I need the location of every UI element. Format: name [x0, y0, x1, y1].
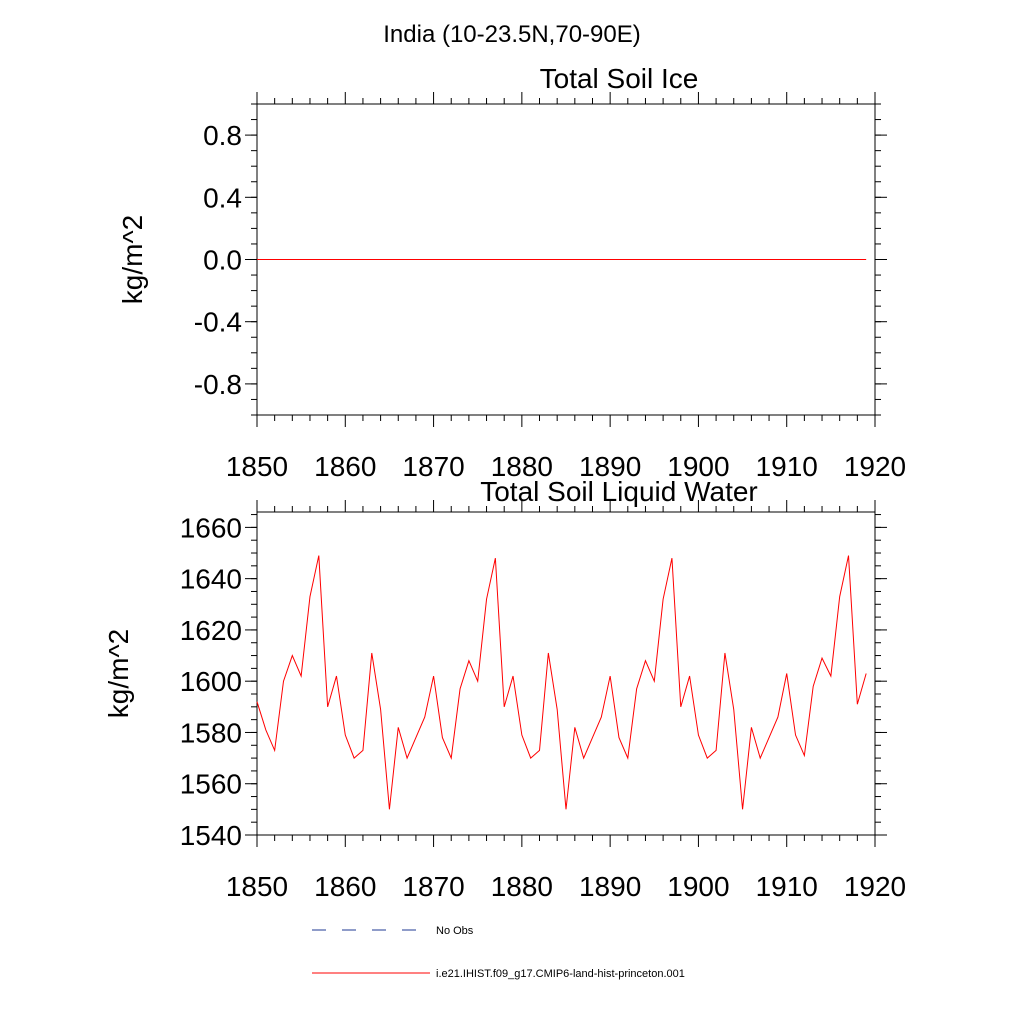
y-tick-label: 1540	[180, 820, 242, 851]
chart-title: Total Soil Liquid Water	[480, 476, 758, 507]
y-tick-label: -0.8	[194, 369, 242, 400]
x-tick-label: 1870	[402, 451, 464, 482]
y-tick-label: 1640	[180, 564, 242, 595]
y-tick-label: 1580	[180, 717, 242, 748]
x-tick-label: 1920	[844, 451, 906, 482]
chart-total-soil-liquid-water: Total Soil Liquid Water kg/m^2 1850 1860 187…	[103, 476, 906, 902]
x-tick-label: 1880	[491, 451, 553, 482]
y-tick-label: 1660	[180, 512, 242, 543]
legend-label-no-obs: No Obs	[436, 925, 474, 937]
series-line-model	[256, 555, 867, 810]
x-tick-label: 1910	[756, 451, 818, 482]
x-tick-label: 1850	[226, 871, 288, 902]
x-tick-label: 1890	[579, 451, 641, 482]
x-tick-label: 1900	[667, 871, 729, 902]
x-tick-label: 1870	[402, 871, 464, 902]
y-tick-label: 1620	[180, 615, 242, 646]
legend: No Obs i.e21.IHIST.f09_g17.CMIP6-land-hi…	[312, 925, 685, 980]
y-axis-label: kg/m^2	[103, 629, 134, 718]
x-tick-label: 1910	[756, 871, 818, 902]
y-axis-label: kg/m^2	[117, 215, 148, 304]
y-tick-label: 0.4	[203, 182, 242, 213]
x-tick-label: 1880	[491, 871, 553, 902]
region-title: India (10-23.5N,70-90E)	[383, 21, 640, 48]
y-tick-label: 0.0	[203, 245, 242, 276]
y-tick-label: 1560	[180, 769, 242, 800]
x-tick-label: 1860	[314, 871, 376, 902]
x-tick-label: 1920	[844, 871, 906, 902]
y-tick-label: 0.8	[203, 120, 242, 151]
plot-frame	[256, 511, 876, 836]
y-tick-label: -0.4	[194, 307, 242, 338]
x-tick-label: 1900	[667, 451, 729, 482]
chart-total-soil-ice: Total Soil Ice kg/m^2 1850 1860 1870 1880 1890…	[117, 63, 906, 482]
x-tick-label: 1890	[579, 871, 641, 902]
legend-label-model: i.e21.IHIST.f09_g17.CMIP6-land-hist-prin…	[436, 968, 685, 980]
chart-title: Total Soil Ice	[540, 63, 699, 94]
x-tick-label: 1850	[226, 451, 288, 482]
x-tick-label: 1860	[314, 451, 376, 482]
y-tick-label: 1600	[180, 666, 242, 697]
